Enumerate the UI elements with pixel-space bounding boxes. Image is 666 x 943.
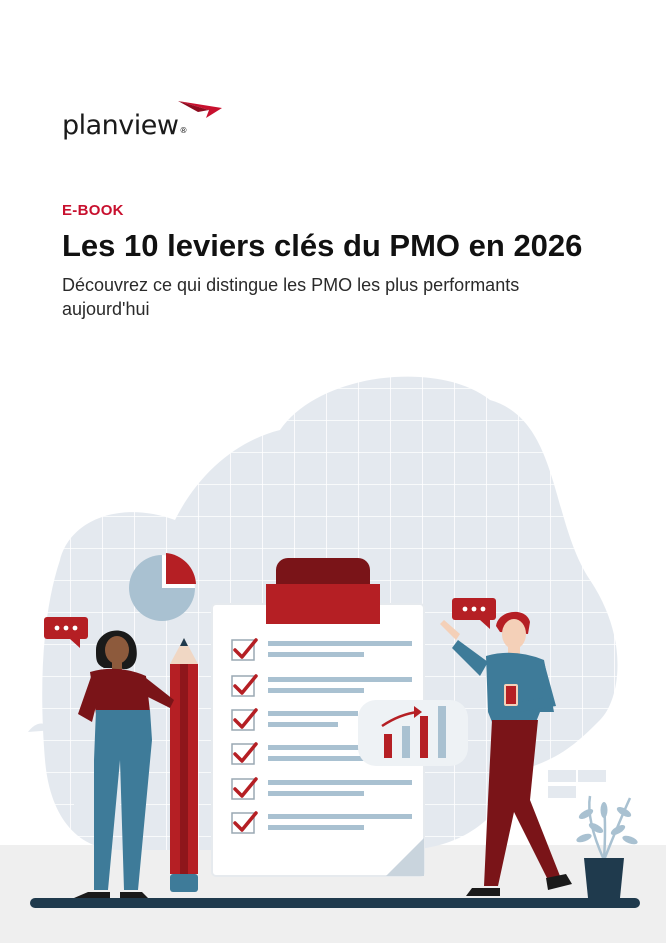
- check-row: [231, 811, 412, 834]
- check-row: [231, 674, 412, 697]
- clipboard-checklist: [211, 558, 425, 877]
- pencil-icon: [170, 638, 198, 892]
- page-title: Les 10 leviers clés du PMO en 2026: [62, 228, 583, 263]
- bricks-right-2: [578, 770, 606, 782]
- bar-chart-card-icon: [358, 700, 468, 766]
- cloud-left: [28, 723, 54, 732]
- bricks-left-1: [74, 800, 96, 812]
- bricks-right-3: [548, 786, 576, 798]
- logo-swoosh-icon: [178, 101, 222, 118]
- speech-bubble-icon: [452, 598, 496, 629]
- page-subtitle: Découvrez ce qui distingue les PMO les p…: [62, 275, 520, 319]
- bricks-right-1: [548, 770, 576, 782]
- planview-logo: planview®: [62, 100, 232, 150]
- logo-wordmark: planview®: [62, 110, 187, 141]
- speech-bubble-icon: [44, 617, 88, 648]
- pie-chart-icon: [129, 553, 196, 621]
- check-row: [231, 777, 412, 800]
- ground-line: [30, 898, 640, 908]
- check-row: [231, 638, 412, 661]
- check-row: [231, 708, 358, 731]
- pmo-illustration: [0, 376, 666, 943]
- potted-plant-icon: [576, 795, 638, 898]
- registered-mark: ®: [179, 126, 187, 135]
- woman-figure: [74, 630, 174, 898]
- check-row: [231, 742, 412, 765]
- man-figure: [440, 611, 572, 896]
- ebook-label: E-BOOK: [62, 202, 124, 219]
